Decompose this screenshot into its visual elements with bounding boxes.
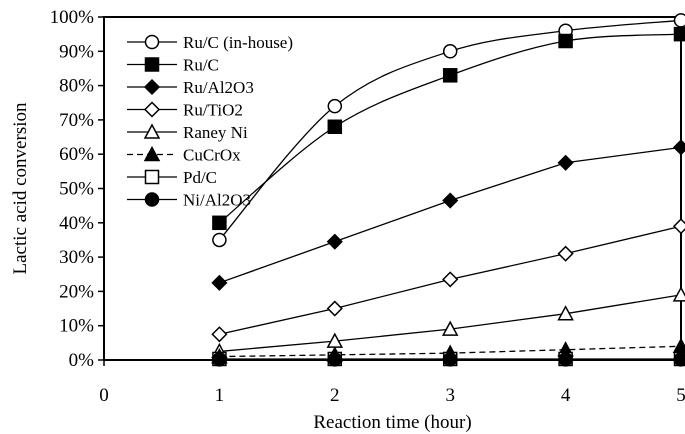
data-point <box>673 352 685 367</box>
series-7 <box>212 352 685 367</box>
data-point <box>442 192 459 209</box>
series-0 <box>212 13 685 248</box>
y-tick-label: 100% <box>50 7 95 28</box>
legend-item: Pd/C <box>127 168 217 187</box>
data-point <box>442 68 458 83</box>
legend-label: Ni/Al2O3 <box>183 191 251 210</box>
data-point <box>327 119 343 135</box>
legend-item: Ru/C <box>127 56 219 75</box>
legend-item: Ni/Al2O3 <box>127 191 251 210</box>
legend-item: CuCrOx <box>127 146 241 165</box>
data-point <box>442 44 458 59</box>
x-axis-title: Reaction time (hour) <box>313 412 471 433</box>
legend-item: Raney Ni <box>127 123 248 142</box>
data-point <box>212 232 227 248</box>
x-tick-label: 3 <box>445 385 455 406</box>
legend-swatch-marker <box>143 78 161 96</box>
x-tick-label: 4 <box>561 385 571 406</box>
data-point <box>672 337 685 354</box>
legend-item: Ru/C (in-house) <box>127 33 293 52</box>
data-point <box>557 245 574 262</box>
data-point <box>558 33 573 49</box>
data-point <box>212 352 227 367</box>
data-point <box>557 305 574 321</box>
legend-label: Ru/C <box>183 56 219 75</box>
legend-swatch-marker <box>143 101 161 118</box>
y-tick-label: 20% <box>59 281 94 302</box>
data-point <box>442 271 459 288</box>
data-point <box>672 286 685 302</box>
legend-swatch-marker <box>144 34 160 50</box>
series-4 <box>211 286 685 359</box>
legend-label: CuCrOx <box>183 146 241 165</box>
y-tick-label: 40% <box>59 213 94 234</box>
data-point <box>558 352 573 367</box>
legend-item: Ru/Al2O3 <box>127 78 254 97</box>
y-tick-label: 80% <box>59 76 94 97</box>
data-point <box>327 352 343 367</box>
x-tick-label: 2 <box>330 385 340 406</box>
y-tick-label: 90% <box>59 41 94 62</box>
data-point <box>211 326 228 343</box>
legend-swatch-marker <box>143 145 161 162</box>
x-tick-label: 0 <box>99 385 109 406</box>
y-tick-label: 60% <box>59 144 94 165</box>
data-point <box>211 274 228 291</box>
y-axis-title: Lactic acid conversion <box>10 102 31 274</box>
y-tick-label: 50% <box>59 179 94 200</box>
legend-item: Ru/TiO2 <box>127 101 243 120</box>
data-point <box>212 215 227 231</box>
data-point <box>557 154 574 171</box>
data-point <box>441 320 459 336</box>
data-point <box>672 218 685 235</box>
x-tick-label: 5 <box>676 385 685 406</box>
y-tick-label: 30% <box>59 247 94 268</box>
series-line <box>218 19 682 241</box>
legend-swatch-marker <box>144 169 160 185</box>
data-point <box>673 13 685 28</box>
legend-swatch-marker <box>144 57 160 72</box>
data-point <box>442 352 458 367</box>
data-point <box>326 233 343 250</box>
legend-label: Ru/TiO2 <box>183 101 243 120</box>
data-point <box>326 300 343 317</box>
y-tick-label: 70% <box>59 110 94 131</box>
legend-label: Ru/C (in-house) <box>183 33 293 52</box>
series-1 <box>212 26 685 231</box>
series-3 <box>211 218 685 343</box>
y-tick-label: 10% <box>59 316 94 337</box>
legend-label: Pd/C <box>183 168 217 187</box>
x-tick-label: 1 <box>215 385 225 406</box>
series-2 <box>211 139 685 291</box>
legend-swatch-marker <box>144 192 160 207</box>
legend-label: Raney Ni <box>183 123 248 142</box>
series-line <box>219 146 682 284</box>
legend-label: Ru/Al2O3 <box>183 78 254 97</box>
data-point <box>673 26 685 42</box>
y-tick-label: 0% <box>69 350 95 371</box>
data-point <box>327 98 343 114</box>
data-point <box>672 139 685 156</box>
legend-swatch-marker <box>143 123 161 139</box>
